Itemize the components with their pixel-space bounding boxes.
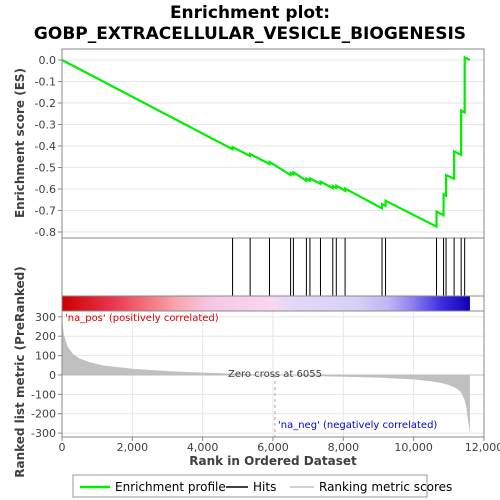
metric-y-tick-label: -300 — [31, 427, 56, 440]
negative-correlation-label: 'na_neg' (negatively correlated) — [278, 420, 437, 431]
es-y-axis-label: Enrichment score (ES) — [13, 68, 27, 218]
legend-hits-label: Hits — [253, 480, 276, 494]
es-plot-frame — [62, 49, 484, 238]
es-y-tick-label: -0.2 — [35, 97, 56, 110]
legend-enrichment-label: Enrichment profile — [115, 480, 226, 494]
es-y-tick-label: -0.5 — [35, 162, 56, 175]
x-tick-label: 2,000 — [117, 441, 149, 454]
metric-y-axis-label: Ranked list metric (PreRanked) — [13, 266, 27, 478]
es-y-tick-label: -0.6 — [35, 183, 56, 196]
x-tick-label: 6,000 — [257, 441, 289, 454]
es-gridlines — [62, 60, 484, 232]
es-y-tick-label: 0.0 — [39, 54, 57, 67]
enrichment-profile-line — [62, 57, 470, 226]
rank-heatmap-bar — [62, 296, 470, 311]
positive-correlation-label: 'na_pos' (positively correlated) — [65, 313, 219, 324]
es-y-tick-label: -0.8 — [35, 226, 56, 239]
chart-title-line2: GOBP_EXTRACELLULAR_VESICLE_BIOGENESIS — [34, 24, 466, 44]
x-tick-label: 0 — [59, 441, 66, 454]
metric-y-tick-label: 200 — [35, 330, 56, 343]
x-tick-label: 10,000 — [394, 441, 433, 454]
x-tick-label: 8,000 — [328, 441, 360, 454]
chart-title-line1: Enrichment plot: — [170, 3, 330, 23]
legend-metric-label: Ranking metric scores — [319, 480, 452, 494]
legend: Enrichment profile Hits Ranking metric s… — [73, 475, 452, 497]
es-panel: 0.0 -0.1 -0.2 -0.3 -0.4 -0.5 -0.6 -0.7 -0.8 — [35, 49, 484, 239]
metric-y-tick-label: -100 — [31, 388, 56, 401]
x-axis-label: Rank in Ordered Dataset — [189, 454, 357, 468]
es-y-axis-ticks: 0.0 -0.1 -0.2 -0.3 -0.4 -0.5 -0.6 -0.7 -0.8 — [35, 54, 62, 239]
metric-y-axis-ticks: 300 200 100 0 -100 -200 -300 — [31, 311, 62, 440]
metric-y-tick-label: 300 — [35, 311, 56, 324]
x-axis-ticks: 0 2,000 4,000 6,000 8,000 10,000 12,000 — [59, 437, 500, 454]
metric-y-tick-label: -200 — [31, 408, 56, 421]
es-y-tick-label: -0.7 — [35, 205, 56, 218]
metric-y-tick-label: 100 — [35, 350, 56, 363]
es-y-tick-label: -0.3 — [35, 119, 56, 132]
es-y-tick-label: -0.1 — [35, 76, 56, 89]
rank-heatmap — [62, 296, 484, 311]
zero-cross-label: Zero cross at 6055 — [228, 369, 322, 380]
metric-panel: 300 200 100 0 -100 -200 -300 Zero cross at 605… — [31, 311, 500, 454]
es-y-tick-label: -0.4 — [35, 140, 56, 153]
hits-plot-frame — [62, 238, 484, 296]
x-tick-label: 4,000 — [187, 441, 219, 454]
metric-y-tick-label: 0 — [49, 369, 56, 382]
hits-panel — [62, 238, 484, 296]
x-tick-label: 12,000 — [465, 441, 500, 454]
